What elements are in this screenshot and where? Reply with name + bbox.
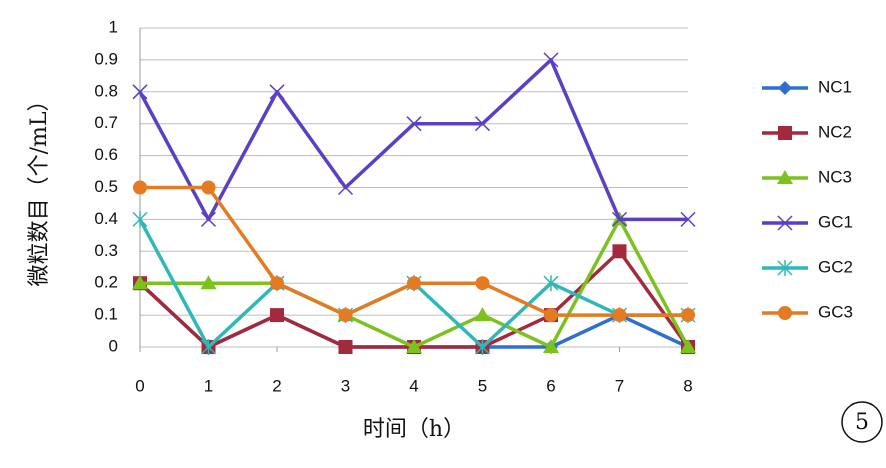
y-tick-label: 0.4 [94, 209, 118, 228]
marker [680, 339, 696, 353]
marker [778, 306, 792, 320]
legend-label: GC3 [818, 302, 853, 321]
marker [543, 275, 559, 292]
y-tick-label: 0 [109, 336, 118, 355]
marker [200, 339, 217, 355]
marker [338, 340, 353, 354]
marker [474, 307, 491, 322]
marker [200, 275, 217, 290]
marker [201, 180, 216, 195]
y-tick-label: 0.2 [94, 273, 118, 292]
y-tick-label: 0.1 [94, 305, 118, 324]
y-axis-label: 微粒数目（个/mL） [27, 90, 52, 287]
marker [270, 308, 284, 323]
legend-label: GC2 [818, 257, 853, 276]
marker [612, 308, 627, 323]
marker [270, 276, 284, 291]
marker [407, 276, 421, 291]
marker [543, 339, 559, 353]
x-tick-label: 7 [615, 376, 624, 395]
marker [680, 211, 696, 227]
y-tick-label: 1 [109, 17, 118, 36]
marker [200, 211, 217, 227]
y-tick-label: 0.3 [94, 241, 118, 260]
marker [132, 211, 148, 228]
marker [132, 275, 148, 290]
marker [777, 170, 793, 184]
x-tick-label: 6 [546, 376, 555, 395]
marker [406, 116, 422, 132]
marker [778, 81, 792, 95]
legend-label: NC3 [818, 167, 852, 186]
annotation: 5 [855, 410, 869, 435]
annotation-circle [841, 401, 883, 443]
marker [681, 308, 695, 323]
marker [338, 308, 353, 323]
x-tick-label: 8 [683, 376, 692, 395]
marker [777, 260, 793, 276]
x-tick-label: 2 [272, 376, 281, 395]
marker [611, 211, 628, 227]
marker [474, 116, 491, 132]
y-tick-label: 0.8 [94, 81, 118, 100]
series-line [138, 58, 688, 222]
y-tick-label: 0.9 [94, 49, 118, 68]
marker [337, 179, 354, 196]
x-tick-label: 4 [409, 376, 418, 395]
x-tick-label: 0 [135, 376, 144, 395]
marker [132, 84, 148, 100]
x-tick-label: 5 [478, 376, 487, 395]
legend-label: NC1 [818, 77, 852, 96]
y-tick-label: 0.7 [94, 113, 118, 132]
y-tick-label: 0.5 [94, 177, 118, 196]
marker [475, 276, 490, 291]
marker [543, 52, 559, 68]
marker [406, 339, 422, 353]
marker [612, 244, 627, 259]
x-tick-label: 1 [204, 376, 213, 395]
marker [777, 215, 793, 231]
x-axis-label: 时间（h） [363, 417, 465, 442]
y-tick-label: 0.6 [94, 145, 118, 164]
x-tick-label: 3 [341, 376, 350, 395]
legend-label: GC1 [818, 212, 853, 231]
marker [269, 84, 285, 100]
marker [778, 126, 792, 140]
legend-label: NC2 [818, 122, 852, 141]
marker [133, 180, 147, 195]
marker [544, 308, 558, 323]
marker [474, 339, 491, 355]
